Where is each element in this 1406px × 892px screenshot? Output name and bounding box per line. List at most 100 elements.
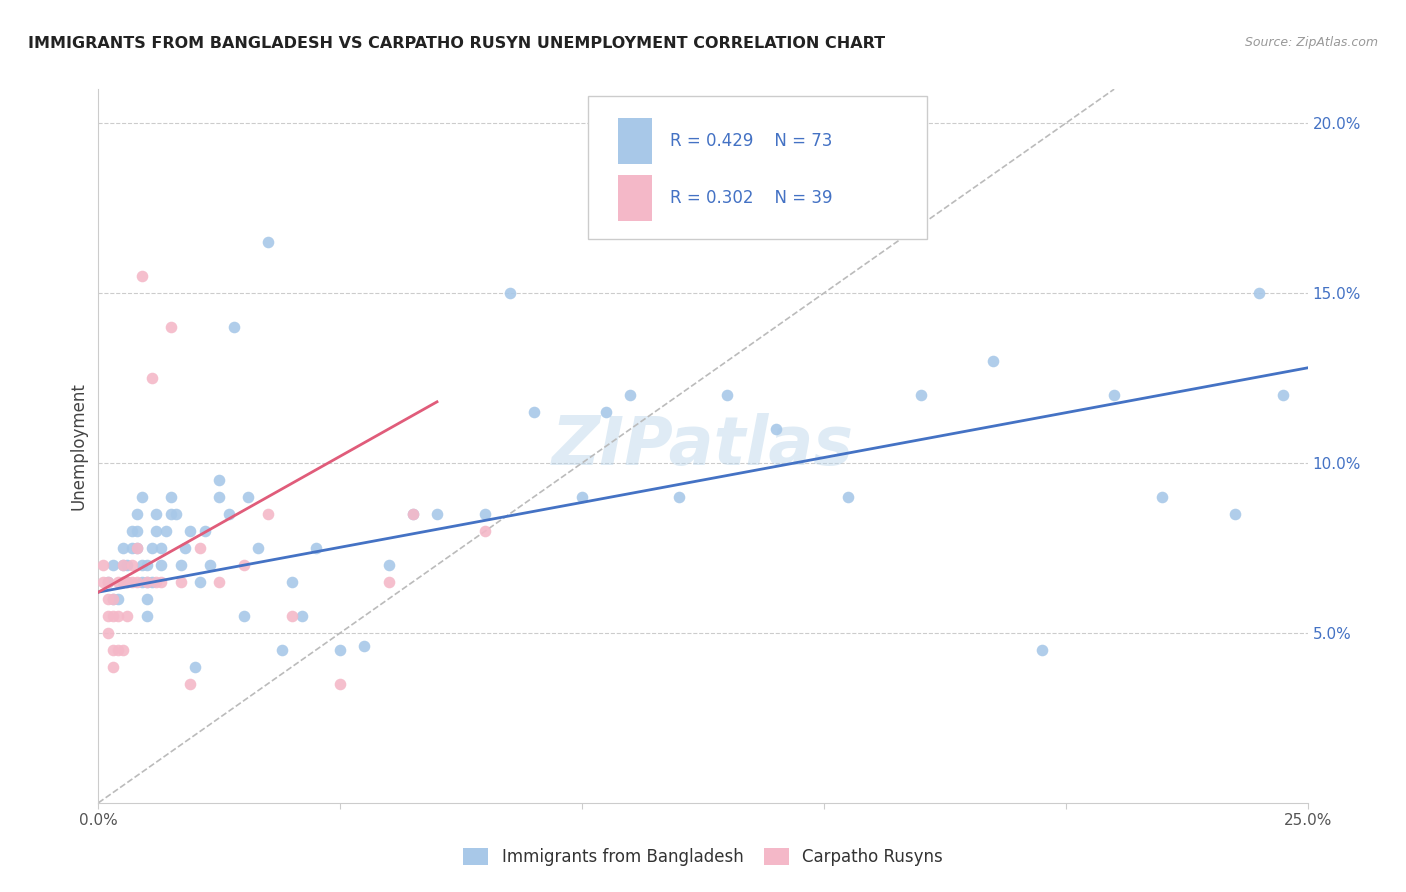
Point <box>523 405 546 419</box>
Point <box>668 490 690 504</box>
Text: Source: ZipAtlas.com: Source: ZipAtlas.com <box>1244 36 1378 49</box>
Point <box>107 574 129 589</box>
Point <box>97 574 120 589</box>
Point <box>135 574 157 589</box>
Point <box>174 541 197 555</box>
FancyBboxPatch shape <box>588 96 927 239</box>
Point <box>169 574 191 589</box>
Text: R = 0.429    N = 73: R = 0.429 N = 73 <box>671 132 832 150</box>
Point <box>474 507 496 521</box>
Point <box>97 574 120 589</box>
Point <box>232 608 254 623</box>
Point <box>290 608 312 623</box>
Point <box>150 574 173 589</box>
Point <box>121 524 143 538</box>
Point <box>101 608 124 623</box>
Bar <box>619 118 652 164</box>
Point <box>117 558 139 572</box>
Point <box>155 524 177 538</box>
Point <box>198 558 221 572</box>
Point <box>135 608 157 623</box>
Point <box>474 524 496 538</box>
Point <box>426 507 449 521</box>
Point <box>131 490 153 504</box>
Point <box>141 574 163 589</box>
Point <box>208 490 231 504</box>
Point <box>131 269 153 284</box>
Point <box>127 574 149 589</box>
Point <box>121 541 143 555</box>
Point <box>131 574 153 589</box>
Point <box>208 473 231 487</box>
Point <box>135 591 157 606</box>
Point <box>150 558 173 572</box>
Point <box>111 541 134 555</box>
Point <box>145 574 167 589</box>
Point <box>117 608 139 623</box>
Point <box>619 388 641 402</box>
Point <box>402 507 425 521</box>
Point <box>305 541 328 555</box>
Point <box>111 574 134 589</box>
Point <box>141 371 163 385</box>
Point <box>271 643 294 657</box>
Point <box>1102 388 1125 402</box>
Point <box>194 524 217 538</box>
Point <box>222 320 245 334</box>
Point <box>91 574 114 589</box>
Point <box>188 574 211 589</box>
Point <box>127 541 149 555</box>
Point <box>135 574 157 589</box>
Point <box>107 608 129 623</box>
Point <box>127 524 149 538</box>
Point <box>377 574 399 589</box>
Point <box>595 405 617 419</box>
Point <box>101 591 124 606</box>
Point <box>1152 490 1174 504</box>
Point <box>1272 388 1295 402</box>
Point <box>127 507 149 521</box>
Point <box>107 643 129 657</box>
Point <box>247 541 270 555</box>
Point <box>1249 286 1271 301</box>
Point <box>111 558 134 572</box>
Point <box>981 354 1004 368</box>
Point <box>97 626 120 640</box>
Point <box>141 541 163 555</box>
Point <box>160 507 183 521</box>
Point <box>145 507 167 521</box>
Point <box>837 490 859 504</box>
Point <box>127 541 149 555</box>
Text: ZIPatlas: ZIPatlas <box>553 413 853 479</box>
Point <box>765 422 787 436</box>
Point <box>97 608 120 623</box>
Point <box>1223 507 1246 521</box>
Point <box>910 388 932 402</box>
Point <box>111 643 134 657</box>
Point <box>101 558 124 572</box>
Point <box>208 574 231 589</box>
Point <box>179 524 201 538</box>
Text: IMMIGRANTS FROM BANGLADESH VS CARPATHO RUSYN UNEMPLOYMENT CORRELATION CHART: IMMIGRANTS FROM BANGLADESH VS CARPATHO R… <box>28 36 886 51</box>
Point <box>135 558 157 572</box>
Point <box>353 640 375 654</box>
Point <box>329 643 352 657</box>
Point <box>256 507 278 521</box>
Y-axis label: Unemployment: Unemployment <box>69 382 87 510</box>
Point <box>117 574 139 589</box>
Point <box>160 320 183 334</box>
Point <box>131 558 153 572</box>
Point <box>165 507 187 521</box>
Point <box>160 490 183 504</box>
Point <box>232 558 254 572</box>
Bar <box>619 175 652 221</box>
Point <box>281 574 304 589</box>
Point <box>571 490 593 504</box>
Point <box>101 591 124 606</box>
Point <box>256 235 278 249</box>
Point <box>402 507 425 521</box>
Point <box>121 574 143 589</box>
Point <box>238 490 260 504</box>
Point <box>281 608 304 623</box>
Point <box>91 558 114 572</box>
